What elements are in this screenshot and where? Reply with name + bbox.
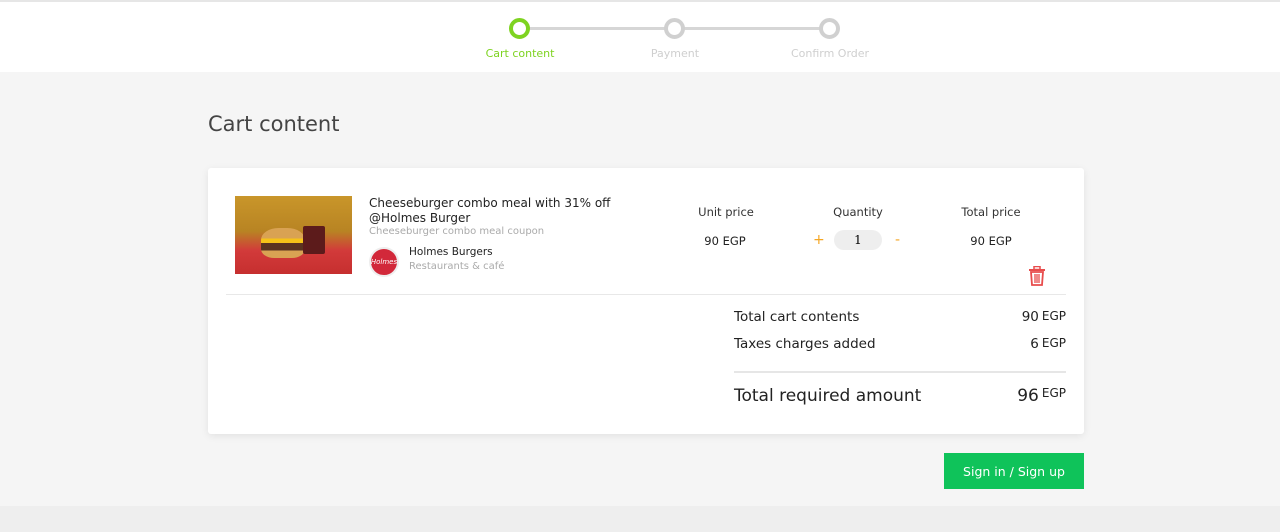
total-price: 90 EGP (970, 234, 1012, 248)
product-subtitle: Cheeseburger combo meal coupon (369, 226, 545, 237)
step-dot-cart (509, 18, 530, 39)
taxes-row: Taxes charges added 6 EGP (734, 336, 1066, 352)
delete-icon[interactable] (1028, 266, 1046, 286)
unit-price-header: Unit price (698, 205, 754, 219)
step-dot-payment (664, 18, 685, 39)
merchant-logo: Holmes (369, 247, 399, 277)
step-payment: Payment (650, 47, 700, 60)
total-cart-row: Total cart contents 90 EGP (734, 309, 1066, 325)
drink-graphic (303, 226, 325, 254)
divider (734, 371, 1066, 373)
burger-graphic (261, 228, 305, 258)
divider (226, 294, 1066, 295)
merchant-name[interactable]: Holmes Burgers (409, 246, 493, 258)
taxes-value: 6 (1030, 336, 1039, 352)
merchant-category: Restaurants & café (409, 261, 505, 272)
total-price-header: Total price (961, 205, 1021, 219)
checkout-stepper: Cart content Payment Confirm Order (0, 0, 1280, 72)
stepper-line (528, 27, 668, 30)
currency: EGP (1041, 336, 1066, 350)
cart-card: Cheeseburger combo meal with 31% off @Ho… (208, 168, 1084, 434)
taxes-label: Taxes charges added (734, 336, 876, 352)
currency: EGP (1041, 309, 1066, 323)
page-title: Cart content (208, 112, 340, 136)
quantity-header: Quantity (833, 205, 883, 219)
increase-quantity-button[interactable]: + (813, 232, 825, 248)
stepper-line (683, 27, 823, 30)
step-cart-content: Cart content (485, 47, 555, 60)
total-cart-label: Total cart contents (734, 309, 860, 325)
total-required-value: 96 (1017, 386, 1039, 406)
sign-in-sign-up-button[interactable]: Sign in / Sign up (944, 453, 1084, 489)
quantity-input[interactable] (834, 230, 882, 250)
total-required-row: Total required amount 96 EGP (734, 386, 1066, 406)
step-dot-confirm (819, 18, 840, 39)
product-title[interactable]: Cheeseburger combo meal with 31% off @Ho… (369, 196, 611, 225)
total-cart-value: 90 (1021, 309, 1039, 325)
total-required-label: Total required amount (734, 386, 922, 406)
currency: EGP (1041, 386, 1066, 400)
step-confirm-order: Confirm Order (790, 47, 870, 60)
product-image[interactable] (235, 196, 352, 274)
merchant-logo-text: Holmes (370, 258, 398, 266)
decrease-quantity-button[interactable]: - (895, 232, 901, 248)
footer-strip (0, 506, 1280, 532)
unit-price: 90 EGP (704, 234, 746, 248)
